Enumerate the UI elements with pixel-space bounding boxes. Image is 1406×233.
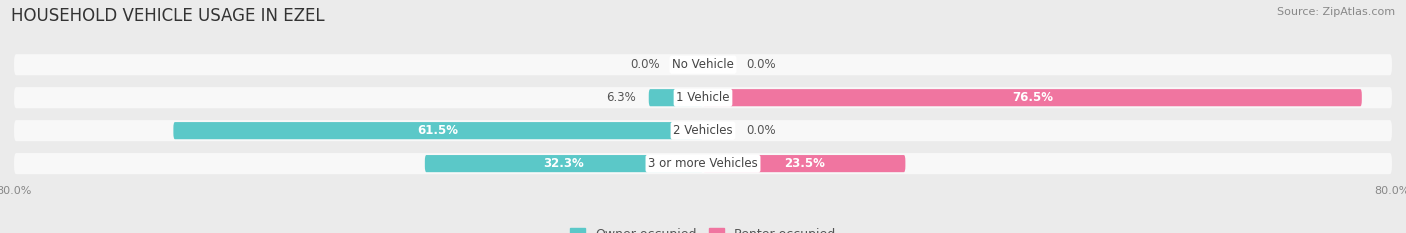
Text: 0.0%: 0.0%	[630, 58, 659, 71]
FancyBboxPatch shape	[425, 155, 703, 172]
Text: 76.5%: 76.5%	[1012, 91, 1053, 104]
Text: Source: ZipAtlas.com: Source: ZipAtlas.com	[1277, 7, 1395, 17]
FancyBboxPatch shape	[648, 89, 703, 106]
Text: 6.3%: 6.3%	[606, 91, 636, 104]
FancyBboxPatch shape	[14, 153, 1392, 174]
Text: No Vehicle: No Vehicle	[672, 58, 734, 71]
Legend: Owner-occupied, Renter-occupied: Owner-occupied, Renter-occupied	[565, 223, 841, 233]
FancyBboxPatch shape	[173, 122, 703, 139]
Text: 23.5%: 23.5%	[783, 157, 825, 170]
FancyBboxPatch shape	[703, 89, 1362, 106]
FancyBboxPatch shape	[14, 120, 1392, 141]
Text: 0.0%: 0.0%	[747, 124, 776, 137]
Text: 2 Vehicles: 2 Vehicles	[673, 124, 733, 137]
Text: 32.3%: 32.3%	[544, 157, 585, 170]
FancyBboxPatch shape	[703, 155, 905, 172]
Text: 1 Vehicle: 1 Vehicle	[676, 91, 730, 104]
Text: HOUSEHOLD VEHICLE USAGE IN EZEL: HOUSEHOLD VEHICLE USAGE IN EZEL	[11, 7, 325, 25]
FancyBboxPatch shape	[14, 54, 1392, 75]
Text: 3 or more Vehicles: 3 or more Vehicles	[648, 157, 758, 170]
Text: 0.0%: 0.0%	[747, 58, 776, 71]
FancyBboxPatch shape	[14, 87, 1392, 108]
Text: 61.5%: 61.5%	[418, 124, 458, 137]
